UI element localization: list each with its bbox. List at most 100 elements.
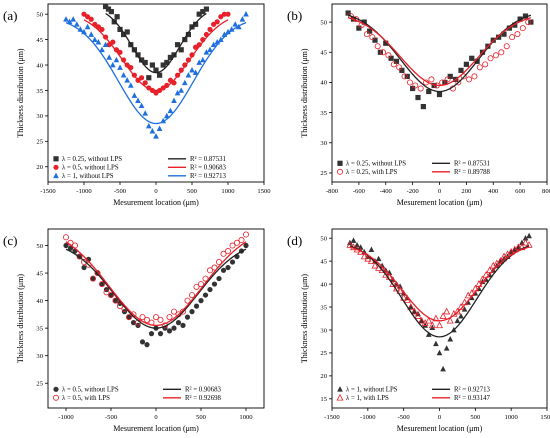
data-point: [379, 262, 386, 269]
data-point: [99, 281, 105, 287]
data-point: [372, 37, 378, 43]
data-point: [380, 49, 387, 56]
data-point: [170, 308, 177, 315]
data-point: [446, 316, 454, 324]
x-tick-label: 0: [438, 414, 442, 421]
data-point: [504, 250, 512, 257]
data-point: [238, 237, 245, 244]
data-point: [461, 306, 468, 312]
data-point: [526, 232, 532, 239]
data-point: [500, 252, 508, 260]
data-point: [77, 26, 84, 32]
data-point: [171, 325, 177, 331]
data-point: [233, 239, 240, 246]
data-point: [84, 23, 91, 30]
data-point: [184, 314, 191, 320]
data-point: [175, 320, 182, 326]
data-point: [199, 56, 206, 63]
data-point: [389, 280, 397, 287]
data-point: [102, 41, 109, 48]
data-point: [146, 75, 152, 81]
data-point: [142, 59, 148, 66]
y-tick-label: 50: [36, 11, 43, 18]
y-tick-label: 50: [320, 19, 327, 26]
data-point: [153, 133, 159, 139]
data-point: [458, 313, 464, 319]
data-point: [88, 31, 95, 37]
y-tick-label: 40: [320, 80, 327, 87]
data-point: [385, 52, 392, 59]
data-point: [364, 254, 372, 262]
data-point: [425, 331, 432, 337]
data-point: [90, 275, 96, 282]
data-point: [239, 16, 246, 22]
y-tick-label: 35: [36, 88, 43, 95]
y-tick-label: 35: [36, 325, 43, 332]
data-point: [99, 281, 106, 288]
data-point: [145, 122, 152, 129]
legend-marker: [336, 168, 343, 175]
data-point: [138, 102, 145, 109]
y-tick-label: 35: [320, 110, 327, 117]
x-tick-label: -1000: [58, 414, 74, 421]
legend-marker: [53, 156, 59, 162]
x-tick-label: 0: [438, 188, 442, 195]
data-point: [519, 25, 526, 32]
legend-label: λ = 1, without LPS: [346, 387, 398, 394]
data-point: [406, 79, 413, 86]
x-tick-label: 0: [154, 188, 158, 195]
data-point: [487, 55, 494, 62]
data-point: [229, 242, 236, 249]
legend-label: λ = 0.5, with LPS: [62, 395, 110, 402]
data-point: [66, 18, 73, 25]
chart-panel: (a) -1500 -1000 -500 0 500 1000 1500 20 25 30 35 40 4…: [3, 3, 271, 207]
y-axis-label: Thickness distribution (μm): [300, 274, 309, 364]
data-layer: [63, 231, 249, 348]
data-point: [414, 312, 422, 319]
data-point: [109, 61, 116, 68]
x-tick-label: -500: [398, 414, 411, 421]
data-point: [105, 6, 112, 12]
legend-label: λ = 0.25, without LPS: [62, 156, 122, 163]
y-tick-label: 40: [320, 281, 327, 288]
data-point: [224, 248, 231, 255]
data-point: [196, 59, 203, 65]
chart-panel: (b) -800 -600 -400 -200 0 200 400 600 800 25 30 35 40…: [287, 3, 550, 207]
data-point: [211, 281, 218, 287]
data-point: [426, 88, 432, 95]
data-point: [525, 19, 532, 26]
data-point: [185, 31, 191, 38]
panel-label: (d): [287, 233, 302, 248]
fit-line: [65, 248, 247, 329]
x-axis-label: Mesurement location (μm): [397, 198, 483, 207]
data-point: [428, 76, 435, 83]
x-axis-label: Mesurement location (μm): [113, 424, 199, 433]
data-point: [486, 266, 494, 274]
data-point: [99, 46, 105, 53]
data-point: [185, 72, 192, 78]
data-point: [410, 85, 416, 92]
data-point: [218, 14, 224, 20]
data-point: [81, 264, 87, 271]
data-point: [489, 261, 497, 269]
data-point: [117, 64, 123, 70]
x-tick-label: 1000: [505, 414, 519, 421]
data-point: [112, 297, 119, 304]
y-tick-label: 30: [320, 140, 327, 147]
data-point: [356, 25, 362, 31]
data-point: [514, 243, 522, 251]
data-point: [206, 267, 213, 274]
data-point: [99, 26, 105, 33]
legend-label: λ = 0.25, with LPS: [346, 169, 398, 176]
y-tick-label: 20: [36, 164, 43, 171]
data-point: [396, 64, 403, 71]
data-point: [443, 345, 450, 351]
data-point: [157, 72, 163, 78]
data-point: [421, 319, 429, 326]
data-point: [214, 19, 220, 25]
data-point: [411, 308, 418, 314]
y-tick-label: 35: [320, 304, 327, 311]
data-point: [357, 244, 364, 250]
data-point: [184, 297, 191, 304]
